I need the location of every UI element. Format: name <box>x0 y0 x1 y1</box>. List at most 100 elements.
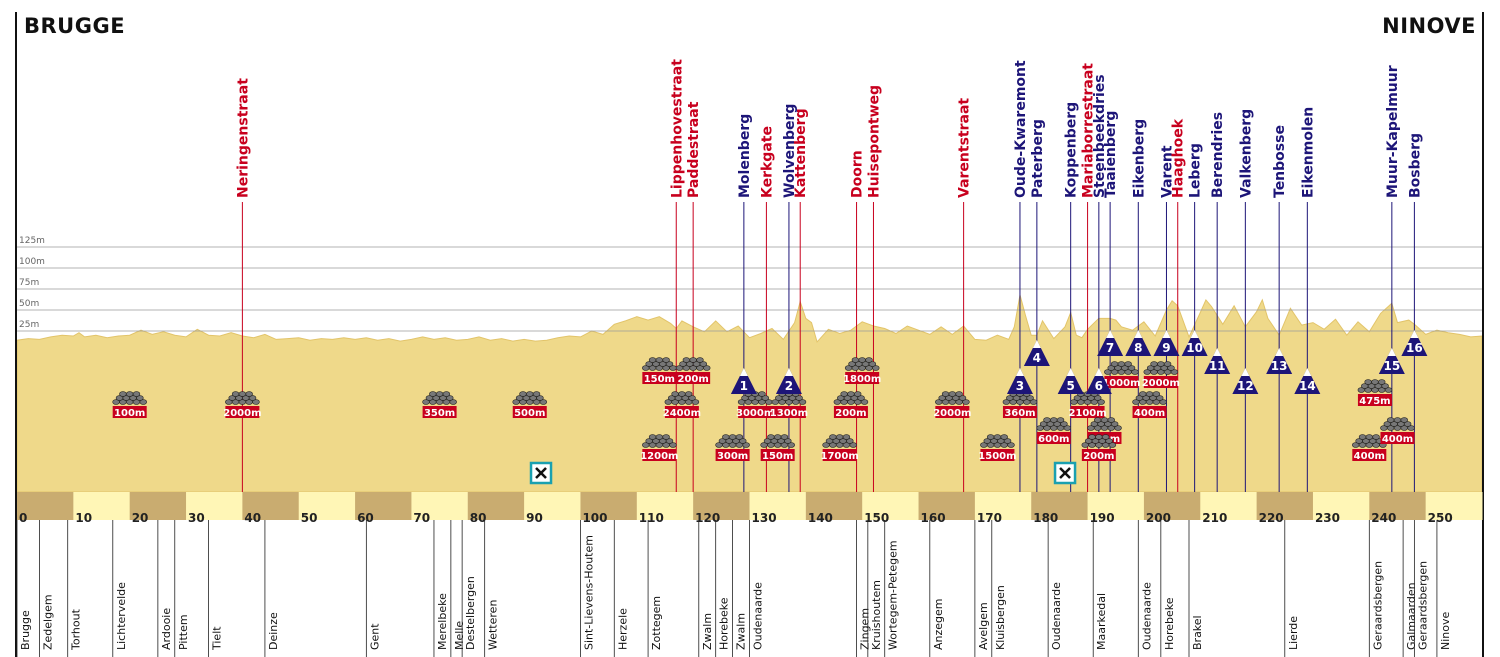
cobble-length-box <box>833 406 868 418</box>
cobble-length: 100m <box>114 408 145 419</box>
climb-snowcap <box>1134 330 1143 338</box>
y-tick-label: 100m <box>19 257 45 267</box>
cobble-length: 1700m <box>821 451 859 462</box>
sector-label: Molenberg <box>737 114 753 198</box>
town-label: Maarkedal <box>1095 593 1108 650</box>
cobble-stone <box>703 365 711 371</box>
cobble-marker: 2000m <box>223 391 262 419</box>
climb-marker: 1 <box>730 368 757 394</box>
town-label: Lierde <box>1287 616 1300 650</box>
climb-triangle <box>1401 330 1428 356</box>
town-label: Oudenaarde <box>1140 582 1153 650</box>
cobble-stone <box>1127 365 1136 371</box>
climb-number: 1 <box>740 379 748 393</box>
cobble-stone <box>835 434 844 440</box>
cobble-stone <box>1156 395 1164 401</box>
cobble-stone <box>1384 387 1393 393</box>
km-tick-label: 50 <box>301 511 318 525</box>
town-label: Zedelgem <box>42 594 55 650</box>
km-band-light <box>1200 492 1258 520</box>
cobble-marker: 300m <box>715 434 750 462</box>
cobble-stone <box>784 438 792 444</box>
cobble-stone <box>1393 417 1402 423</box>
cobble-stone <box>1107 417 1115 423</box>
cobble-length: 2000m <box>223 408 261 419</box>
cobble-length: 300m <box>717 451 748 462</box>
cobble-stone <box>842 434 851 440</box>
cobble-length-box <box>676 372 711 384</box>
cobble-length-box <box>1352 449 1387 461</box>
sector-label: Steenbeekdries <box>1092 74 1108 198</box>
km-tick-label: 220 <box>1259 511 1284 525</box>
cobble-marker: 600m <box>1036 417 1072 445</box>
sector-label: Neringenstraat <box>235 78 251 198</box>
sector-label: Bosberg <box>1407 133 1423 198</box>
cobble-stone <box>851 357 860 363</box>
sector-label: Mariaborrestraat <box>1081 63 1097 198</box>
y-tick-label: 25m <box>19 320 39 330</box>
cobble-stone <box>1131 369 1139 375</box>
cobble-length-box <box>980 449 1015 461</box>
cobble-stone <box>1386 417 1395 423</box>
sector-label: Lippenhovestraat <box>669 59 685 198</box>
climb-triangle <box>1057 368 1084 394</box>
km-tick-label: 20 <box>132 511 149 525</box>
climb-triangle <box>1085 368 1112 394</box>
sector-label: Haaghoek <box>1171 118 1187 198</box>
cobble-length: 400m <box>1134 408 1165 419</box>
climb-triangle <box>730 368 757 394</box>
cobble-stone <box>1117 361 1126 367</box>
km-tick-label: 40 <box>244 511 261 525</box>
km-tick-label: 0 <box>19 511 27 525</box>
climb-snowcap <box>1162 330 1171 338</box>
cobble-stone <box>662 357 670 363</box>
cobble-stone <box>1157 361 1165 367</box>
cobble-length-box <box>771 406 806 418</box>
cobble-stone <box>648 357 657 363</box>
km-band-light <box>1425 492 1483 520</box>
climb-number: 5 <box>1066 379 1074 393</box>
cobble-stone <box>840 391 848 397</box>
cobble-stone <box>682 357 691 363</box>
cobble-stone <box>1110 361 1119 367</box>
cobble-stone <box>1000 434 1008 440</box>
sector-label: Tenbosse <box>1272 125 1288 198</box>
finish-city: NINOVE <box>1382 14 1476 38</box>
town-label: Geraardsbergen <box>1371 561 1384 650</box>
cobble-stone <box>252 399 260 405</box>
cobble-stone <box>1403 421 1412 427</box>
cobble-marker: 400m <box>1380 417 1415 445</box>
cobble-stone <box>761 395 770 401</box>
cobble-stone <box>429 391 437 397</box>
town-label: Lichtervelde <box>115 582 128 650</box>
climb-marker: 11 <box>1204 348 1231 374</box>
cobble-stone <box>958 395 967 401</box>
cobble-stone <box>986 434 995 440</box>
climb-marker: 10 <box>1181 330 1208 356</box>
climb-snowcap <box>1106 330 1115 338</box>
climb-number: 8 <box>1134 341 1142 355</box>
cobble-stone <box>962 399 970 405</box>
cobble-stone <box>125 391 134 397</box>
cobble-length-box <box>1002 406 1037 418</box>
cobble-marker: 200m <box>675 357 711 385</box>
cobble-stone <box>119 391 127 397</box>
cobble-stone <box>238 391 247 397</box>
town-label: Zingem <box>859 608 872 650</box>
y-tick-label: 125m <box>19 236 45 246</box>
town-label: Zottegem <box>650 596 663 650</box>
cobble-stone <box>993 434 1002 440</box>
cobble-length: 2000m <box>1142 378 1180 389</box>
climb-marker: 4 <box>1023 340 1050 366</box>
km-tick-label: 90 <box>526 511 543 525</box>
cobble-stone <box>435 391 444 397</box>
cobble-stone <box>1101 434 1110 440</box>
climb-snowcap <box>1066 368 1075 376</box>
cobble-stone <box>1152 391 1161 397</box>
town-label: Tielt <box>211 626 224 651</box>
cobble-stone <box>1378 379 1386 385</box>
climb-marker: 3 <box>1006 368 1033 394</box>
cobble-marker: 1300m <box>770 391 808 419</box>
climb-marker: 6 <box>1085 368 1112 394</box>
town-label: Horebeke <box>1163 597 1176 650</box>
